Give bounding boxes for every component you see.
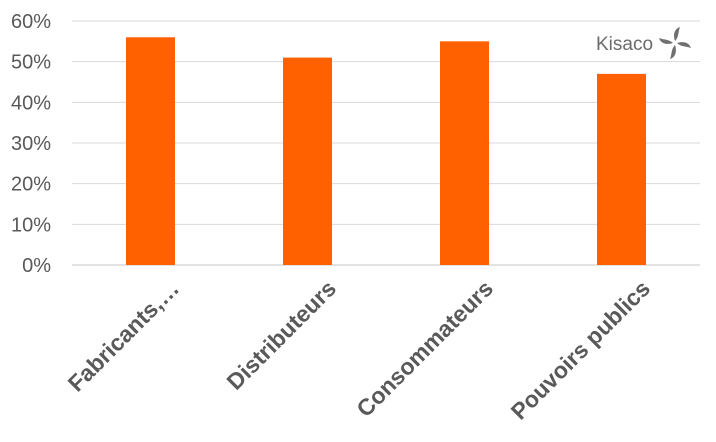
bar bbox=[126, 37, 175, 266]
logo-text: Kisaco bbox=[596, 34, 653, 55]
y-tick-label: 60% bbox=[11, 11, 51, 33]
kisaco-logo: Kisaco bbox=[596, 27, 691, 59]
y-tick-label: 10% bbox=[11, 214, 51, 236]
y-tick-label: 40% bbox=[11, 92, 51, 114]
bar bbox=[283, 57, 332, 265]
y-tick-label: 30% bbox=[11, 133, 51, 155]
bar bbox=[440, 41, 489, 266]
x-category-label: Distributeurs bbox=[221, 275, 341, 395]
bars bbox=[126, 37, 646, 266]
bar bbox=[597, 73, 646, 265]
x-category-label: Consommateurs bbox=[351, 275, 498, 422]
y-axis-tick-labels: 0% 10% 20% 30% 40% 50% 60% bbox=[11, 11, 51, 277]
gridlines bbox=[72, 20, 700, 266]
y-tick-label: 50% bbox=[11, 52, 51, 74]
y-tick-label: 20% bbox=[11, 174, 51, 196]
x-category-label: Fabricants,… bbox=[63, 275, 184, 396]
x-axis-category-labels: Fabricants,… Distributeurs Consommateurs Po… bbox=[63, 275, 655, 424]
x-category-label: Pouvoirs publics bbox=[506, 275, 655, 424]
y-tick-label: 0% bbox=[22, 255, 51, 277]
pinwheel-icon bbox=[659, 27, 691, 59]
